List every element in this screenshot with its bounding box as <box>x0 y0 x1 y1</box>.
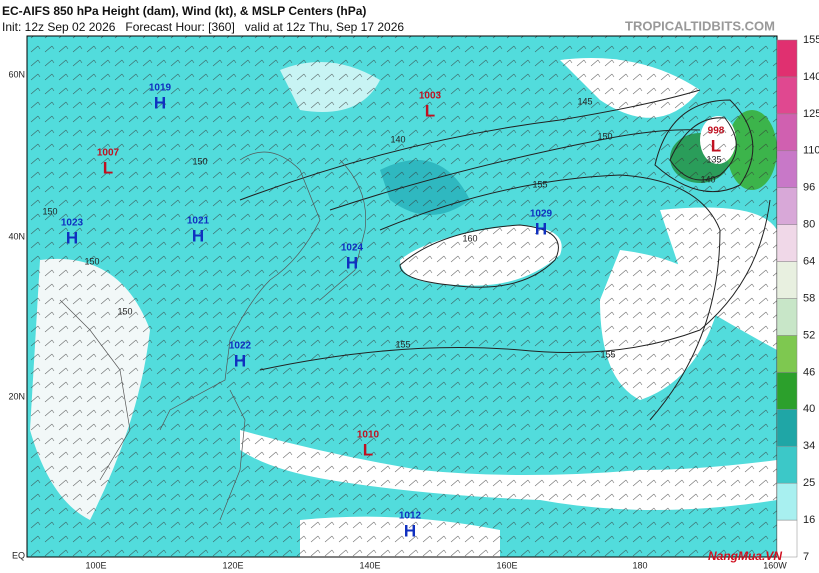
colorbar-tick-label: 96 <box>803 182 815 194</box>
colorbar-swatch <box>776 113 798 152</box>
center-value: 1029 <box>530 209 553 220</box>
center-letter: H <box>234 351 246 370</box>
longitude-label: 160W <box>763 560 787 570</box>
center-letter: H <box>192 226 204 245</box>
center-value: 1003 <box>419 91 442 102</box>
center-value: 1024 <box>341 243 364 254</box>
colorbar-tick-label: 52 <box>803 329 815 341</box>
subtitle: Init: 12z Sep 02 2026 Forecast Hour: [36… <box>2 20 404 34</box>
contour-label: 150 <box>597 131 612 141</box>
longitude-label: 120E <box>222 560 243 570</box>
longitude-label: 100E <box>85 560 106 570</box>
center-value: 1019 <box>149 83 172 94</box>
center-letter: H <box>346 253 358 272</box>
colorbar-tick-label: 46 <box>803 366 815 378</box>
title: EC-AIFS 850 hPa Height (dam), Wind (kt),… <box>2 4 366 18</box>
longitude-label: 160E <box>496 560 517 570</box>
colorbar-tick-label: 80 <box>803 219 815 231</box>
contour-label: 150 <box>192 156 207 166</box>
center-value: 998 <box>708 126 725 137</box>
colorbar-swatch <box>776 409 798 447</box>
colorbar-swatch <box>776 150 798 188</box>
colorbar-tick-label: 64 <box>803 255 815 267</box>
center-letter: L <box>363 440 373 459</box>
colorbar-swatch <box>776 445 798 484</box>
center-letter: L <box>103 158 113 177</box>
center-value: 1022 <box>229 341 252 352</box>
latitude-label: 40N <box>8 231 25 241</box>
center-value: 1010 <box>357 430 380 441</box>
colorbar-tick-label: 110 <box>803 145 819 157</box>
colorbar-swatch <box>776 39 798 78</box>
contour-label: 135 <box>706 154 721 164</box>
watermark: NangMua.VN <box>708 549 782 563</box>
colorbar-swatch <box>776 187 798 225</box>
center-letter: H <box>404 521 416 540</box>
colorbar-tick-label: 140 <box>803 71 819 83</box>
center-value: 1007 <box>97 148 120 159</box>
contour-label: 155 <box>532 179 547 189</box>
center-value: 1023 <box>61 218 84 229</box>
colorbar-tick-label: 25 <box>803 477 815 489</box>
colorbar-swatch <box>776 224 798 262</box>
colorbar: 7 16 25 34 40 46 52 58 64 80 96 110 125 140 155 <box>776 34 819 563</box>
colorbar-tick-label: 16 <box>803 514 815 526</box>
colorbar-tick-label: 58 <box>803 292 815 304</box>
colorbar-swatch <box>776 261 798 299</box>
center-letter: H <box>535 219 547 238</box>
colorbar-swatch <box>776 298 798 336</box>
latitude-label: 60N <box>8 69 25 79</box>
colorbar-swatch <box>776 482 798 521</box>
contour-label: 150 <box>84 256 99 266</box>
colorbar-tick-label: 40 <box>803 403 815 415</box>
colorbar-tick-label: 125 <box>803 108 819 120</box>
contour-label: 150 <box>117 306 132 316</box>
longitude-label: 140E <box>359 560 380 570</box>
center-value: 1012 <box>399 511 422 522</box>
center-letter: H <box>66 228 78 247</box>
latitude-label: EQ <box>12 550 25 560</box>
contour-label: 140 <box>390 134 405 144</box>
center-letter: L <box>425 101 435 120</box>
contour-label: 155 <box>600 349 615 359</box>
colorbar-swatch <box>776 335 798 373</box>
latitude-label: 20N <box>8 391 25 401</box>
center-value: 1021 <box>187 216 210 227</box>
contour-label: 155 <box>395 339 410 349</box>
colorbar-tick-label: 155 <box>803 34 819 46</box>
contour-label: 160 <box>462 233 477 243</box>
site-name: TROPICALTIDBITS.COM <box>625 18 775 33</box>
colorbar-tick-label: 34 <box>803 440 815 452</box>
center-letter: L <box>711 136 721 155</box>
longitude-label: 180 <box>632 560 647 570</box>
colorbar-swatch <box>776 372 798 410</box>
contour-label: 150 <box>42 206 57 216</box>
center-letter: H <box>154 93 166 112</box>
contour-label: 145 <box>577 96 592 106</box>
colorbar-tick-label: 7 <box>803 551 809 563</box>
colorbar-swatch <box>776 76 798 115</box>
contour-label: 140 <box>700 174 715 184</box>
map <box>27 36 777 557</box>
